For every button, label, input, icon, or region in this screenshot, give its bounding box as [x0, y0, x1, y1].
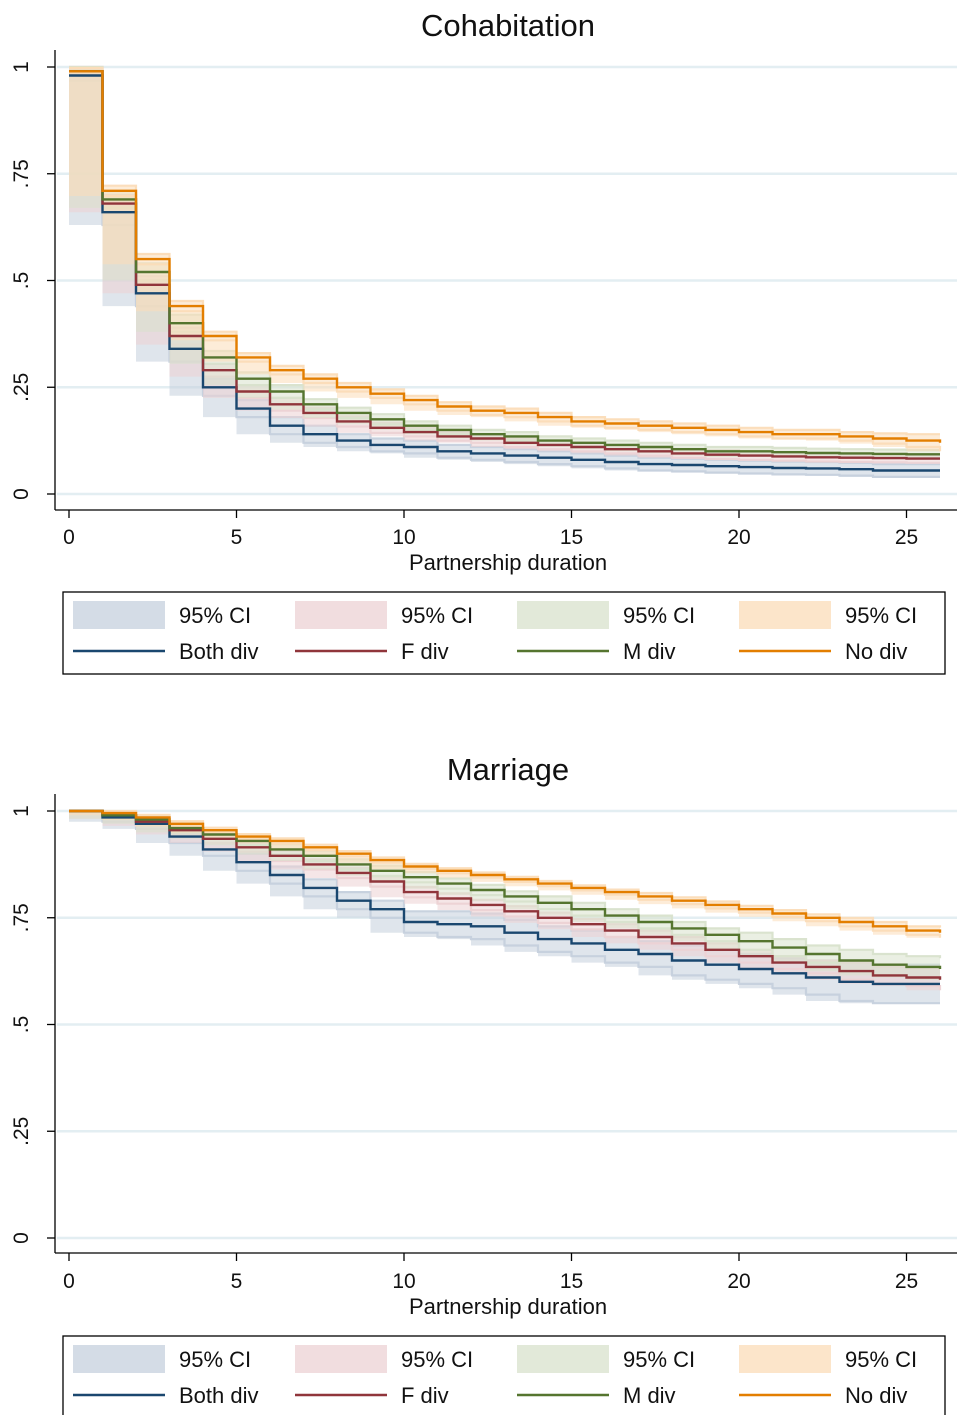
- series-line-m-div: [69, 70, 940, 456]
- ci-lower-f-div: [69, 74, 940, 464]
- legend-series-label: No div: [845, 639, 907, 664]
- ci-upper-both-div: [69, 69, 940, 466]
- y-tick-label: .5: [10, 272, 33, 290]
- legend-series-label: Both div: [179, 639, 259, 664]
- legend-ci-swatch: [73, 1345, 165, 1373]
- legend: 95% CI Both div 95% CI F div 95% CI M div 95% …: [62, 591, 946, 675]
- ci-lower-no-div: [69, 73, 942, 452]
- legend-ci-label: 95% CI: [845, 603, 917, 628]
- legend-ci-swatch: [73, 601, 165, 629]
- y-tick-label: 0: [10, 1232, 33, 1244]
- legend: 95% CI Both div 95% CI F div 95% CI M div 95% …: [62, 1335, 946, 1415]
- series-line-f-div: [69, 809, 942, 980]
- x-tick-label: 10: [392, 526, 415, 549]
- legend-series-label: F div: [401, 1383, 449, 1408]
- chart-title: Marriage: [447, 752, 569, 787]
- series-line-m-div: [69, 809, 942, 969]
- y-tick-label: 1: [10, 805, 33, 817]
- series-line-both-div: [69, 74, 940, 472]
- y-tick-label: 0: [10, 488, 33, 500]
- series-line-both-div: [69, 809, 940, 986]
- ci-lower-m-div: [69, 74, 940, 460]
- legend-ci-label: 95% CI: [179, 603, 251, 628]
- x-tick-label: 25: [895, 526, 918, 549]
- legend-series-label: M div: [623, 1383, 676, 1408]
- legend-ci-label: 95% CI: [401, 1347, 473, 1372]
- ci-upper-no-div: [69, 66, 940, 436]
- y-tick-label: .75: [10, 159, 33, 188]
- ci-upper-f-div: [69, 65, 940, 456]
- legend-series-label: No div: [845, 1383, 907, 1408]
- legend-series-label: M div: [623, 639, 676, 664]
- ci-band-f-div: [69, 67, 940, 463]
- x-tick-label: 0: [63, 526, 75, 549]
- legend-ci-label: 95% CI: [179, 1347, 251, 1372]
- y-tick-label: 1: [10, 61, 33, 73]
- y-tick-label: .25: [10, 1117, 33, 1146]
- legend-ci-swatch: [295, 1345, 387, 1373]
- series-line-f-div: [69, 70, 940, 460]
- legend-ci-label: 95% CI: [845, 1347, 917, 1372]
- legend-ci-swatch: [295, 601, 387, 629]
- x-tick-label: 0: [63, 1270, 75, 1293]
- x-tick-label: 25: [895, 1270, 918, 1293]
- x-tick-label: 15: [560, 526, 583, 549]
- series-line-no-div: [69, 70, 942, 443]
- x-tick-label: 5: [231, 526, 243, 549]
- series-line-no-div: [69, 809, 942, 933]
- legend-ci-label: 95% CI: [401, 603, 473, 628]
- y-tick-label: .75: [10, 903, 33, 932]
- legend-series-label: Both div: [179, 1383, 259, 1408]
- y-tick-label: .25: [10, 373, 33, 402]
- ci-band-m-div: [69, 67, 940, 459]
- legend-ci-swatch: [517, 601, 609, 629]
- x-tick-label: 15: [560, 1270, 583, 1293]
- legend-ci-swatch: [739, 601, 831, 629]
- x-tick-label: 20: [727, 1270, 750, 1293]
- legend-ci-label: 95% CI: [623, 603, 695, 628]
- y-tick-label: .5: [10, 1016, 33, 1034]
- legend-ci-label: 95% CI: [623, 1347, 695, 1372]
- x-axis-title: Partnership duration: [409, 550, 607, 575]
- x-tick-label: 20: [727, 526, 750, 549]
- legend-series-label: F div: [401, 639, 449, 664]
- x-axis-title: Partnership duration: [409, 1294, 607, 1319]
- x-tick-label: 10: [392, 1270, 415, 1293]
- ci-lower-both-div: [69, 809, 940, 1005]
- legend-ci-swatch: [739, 1345, 831, 1373]
- chart-title: Cohabitation: [421, 8, 595, 43]
- x-tick-label: 5: [231, 1270, 243, 1293]
- legend-ci-swatch: [517, 1345, 609, 1373]
